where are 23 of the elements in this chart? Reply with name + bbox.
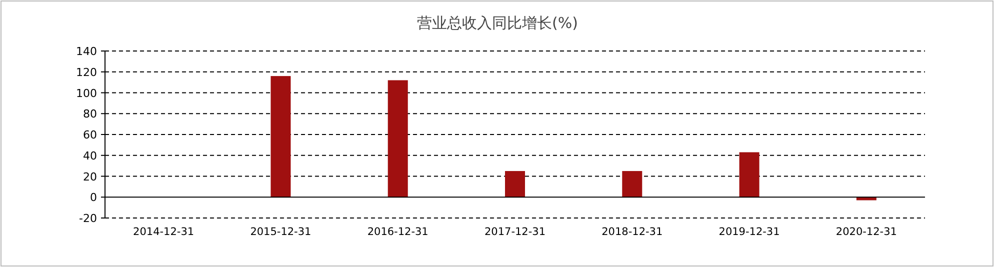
y-tick-label: 40: [83, 149, 97, 162]
x-tick-label: 2019-12-31: [718, 226, 780, 238]
bar: [388, 80, 408, 198]
bar: [622, 171, 642, 198]
bar: [505, 171, 525, 198]
x-tick-label: 2016-12-31: [367, 226, 428, 238]
y-tick-label: 60: [83, 128, 97, 142]
y-tick-label: 100: [76, 86, 97, 100]
y-tick-label: 0: [90, 191, 97, 204]
x-tick-label: 2020-12-31: [836, 226, 897, 238]
y-tick-label: 20: [83, 170, 97, 184]
y-tick-label: 140: [76, 45, 97, 58]
y-tick-label: -20: [79, 212, 97, 225]
x-tick-label: 2015-12-31: [250, 226, 312, 238]
x-tick-label: 2017-12-31: [484, 226, 546, 238]
y-tick-label: 120: [76, 66, 97, 79]
bar: [856, 197, 876, 200]
x-tick-label: 2018-12-31: [602, 226, 663, 238]
chart-title: 营业总收入同比增长(%): [417, 14, 578, 32]
y-tick-label: 80: [83, 108, 97, 121]
bar: [270, 76, 291, 198]
x-tick-label: 2014-12-31: [133, 226, 194, 238]
bar: [739, 152, 760, 198]
